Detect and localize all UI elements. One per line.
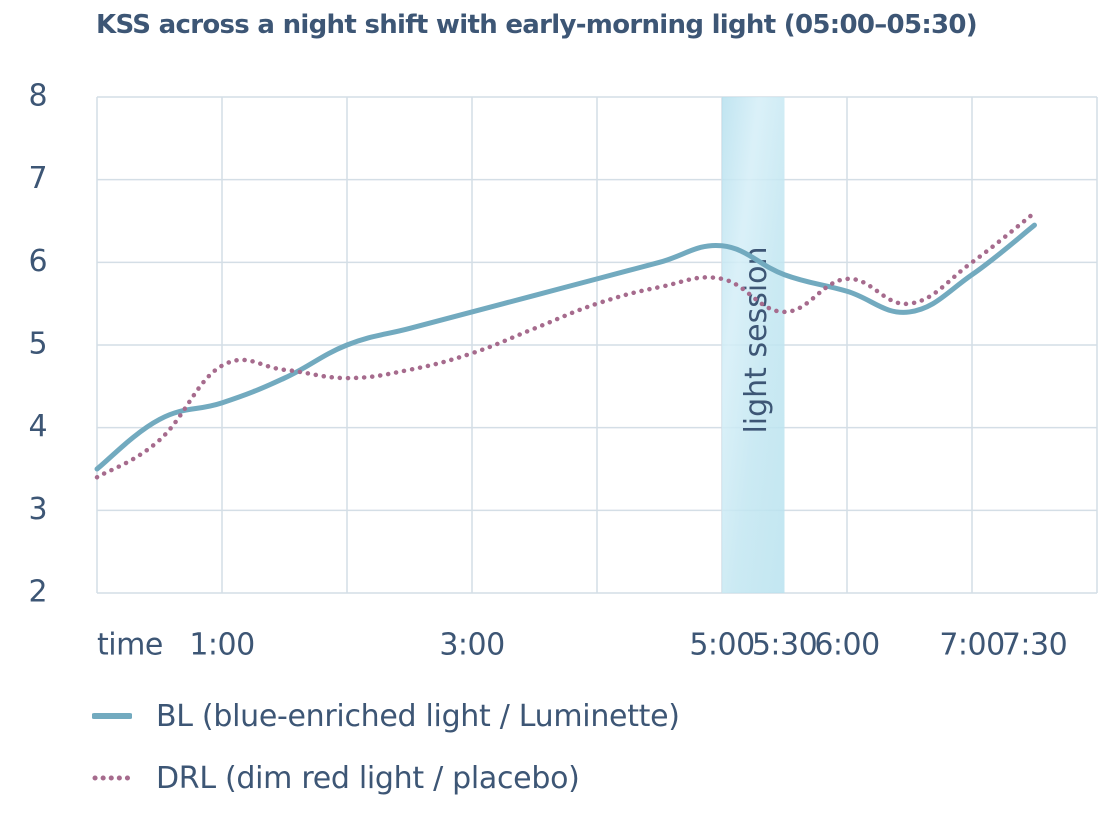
x-tick-label-5: 7:00 [939, 628, 1004, 663]
legend-swatch-drl [92, 773, 132, 783]
y-tick-label-1: 3 [28, 492, 47, 527]
x-tick-label-3: 5:30 [752, 628, 817, 663]
grid [97, 97, 1097, 593]
shaded-region-layer: light session [722, 97, 785, 593]
legend-swatch-bl [92, 711, 132, 721]
x-axis-label: time [97, 628, 163, 663]
y-tick-label-2: 4 [28, 409, 47, 444]
legend-label-drl: DRL (dim red light / placebo) [156, 761, 580, 796]
y-tick-label-3: 5 [28, 327, 47, 362]
legend: BL (blue-enriched light / Luminette) DRL… [92, 700, 680, 824]
y-tick-label-4: 6 [28, 244, 47, 279]
chart-plot: light session 2 3 4 5 6 7 8 time 1:00 3:00 5:005:3… [0, 0, 1104, 690]
x-tick-label-0: 1:00 [189, 628, 254, 663]
tick-labels: 2 3 4 5 6 7 8 time 1:00 3:00 5:005:306:00 7:007:30 [28, 79, 1067, 663]
legend-item-bl: BL (blue-enriched light / Luminette) [92, 700, 680, 732]
x-tick-label-1: 3:00 [439, 628, 504, 663]
legend-item-drl: DRL (dim red light / placebo) [92, 762, 680, 794]
legend-label-bl: BL (blue-enriched light / Luminette) [156, 699, 680, 734]
x-tick-label-2: 5:00 [689, 628, 754, 663]
x-tick-label-4: 6:00 [814, 628, 879, 663]
y-tick-label-0: 2 [28, 575, 47, 610]
y-tick-label-6: 8 [28, 79, 47, 114]
y-tick-label-5: 7 [28, 161, 47, 196]
light-session-label: light session [739, 246, 774, 433]
x-tick-label-6: 7:30 [1002, 628, 1067, 663]
